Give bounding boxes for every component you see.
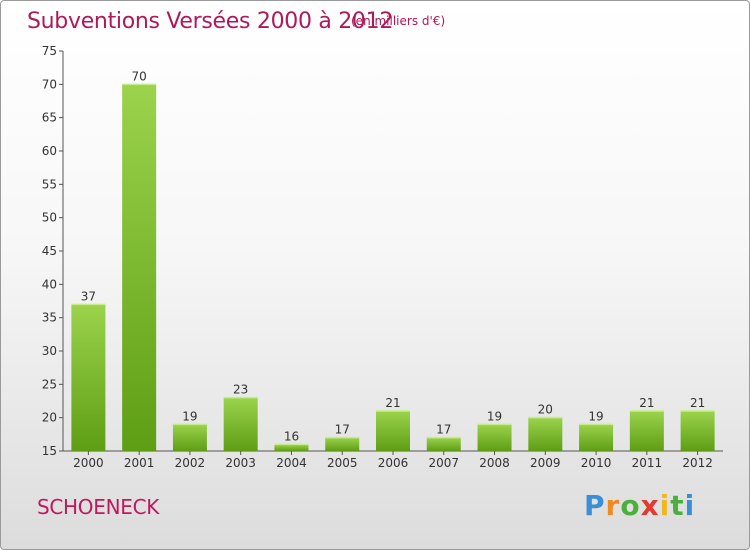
bar-value-label: 23 (233, 383, 248, 397)
y-tick-label: 70 (42, 77, 57, 91)
chart-title: Subventions Versées 2000 à 2012 (27, 9, 394, 34)
y-tick-label: 50 (42, 211, 57, 225)
x-tick-label: 2012 (682, 456, 713, 470)
y-tick-label: 40 (42, 277, 57, 291)
bar (325, 437, 360, 451)
bar (629, 411, 664, 451)
y-tick-label: 15 (42, 444, 57, 458)
x-tick-label: 2000 (73, 456, 104, 470)
x-tick-label: 2009 (530, 456, 561, 470)
bar-value-label: 19 (487, 409, 502, 423)
y-tick-label: 35 (42, 311, 57, 325)
logo-letter: x (640, 489, 660, 522)
bar-value-label: 20 (538, 403, 553, 417)
y-tick-label: 25 (42, 377, 57, 391)
y-tick-label: 65 (42, 111, 57, 125)
bar (122, 84, 157, 451)
bar (579, 424, 614, 451)
bar (680, 411, 715, 451)
logo-letter: o (620, 489, 641, 522)
bars: 37 70 19 23 16 17 21 17 19 20 19 21 21 (71, 69, 715, 451)
bar (426, 437, 461, 451)
bar (172, 424, 207, 451)
bar (528, 417, 563, 451)
bar (223, 397, 258, 451)
bar-value-label: 17 (436, 423, 451, 437)
bar (376, 411, 410, 451)
x-tick-label: 2003 (225, 456, 256, 470)
y-tick-label: 60 (42, 144, 57, 158)
proxiti-logo: Proxiti (584, 489, 695, 522)
x-tick-label: 2004 (276, 456, 307, 470)
x-tick-label: 2005 (327, 456, 358, 470)
town-name: SCHOENECK (37, 495, 160, 519)
logo-letter: i (684, 489, 696, 522)
x-tick-label: 2011 (632, 456, 663, 470)
bar-value-label: 19 (182, 409, 197, 423)
x-tick-label: 2002 (175, 456, 206, 470)
y-tick-label: 55 (42, 177, 57, 191)
bar-value-label: 16 (284, 429, 299, 443)
logo-letter: i (659, 489, 671, 522)
y-axis: 15 20 25 30 35 40 45 50 55 60 65 70 75 (42, 44, 64, 458)
logo-letter: t (670, 489, 685, 522)
bar-value-label: 21 (639, 396, 654, 410)
bar-value-label: 19 (588, 409, 603, 423)
bar-value-label: 21 (385, 396, 400, 410)
y-tick-label: 45 (42, 244, 57, 258)
y-tick-label: 20 (42, 411, 57, 425)
logo-letter: r (605, 489, 621, 522)
x-tick-label: 2008 (479, 456, 510, 470)
y-tick-label: 75 (42, 44, 57, 58)
bar-value-label: 37 (81, 289, 96, 303)
x-tick-label: 2007 (428, 456, 459, 470)
logo-letter: P (584, 489, 606, 522)
x-tick-label: 2001 (124, 456, 155, 470)
bar (274, 444, 309, 451)
bar-value-label: 70 (132, 69, 147, 83)
y-tick-label: 30 (42, 344, 57, 358)
bar (477, 424, 512, 451)
chart-subtitle: (en milliers d'€) (351, 14, 446, 28)
bar-value-label: 21 (690, 396, 705, 410)
bar (71, 304, 106, 451)
bar-value-label: 17 (335, 423, 350, 437)
x-tick-label: 2010 (581, 456, 612, 470)
x-axis: 2000 2001 2002 2003 2004 2005 2006 2007 2008 2009… (63, 450, 723, 470)
x-tick-label: 2006 (378, 456, 409, 470)
